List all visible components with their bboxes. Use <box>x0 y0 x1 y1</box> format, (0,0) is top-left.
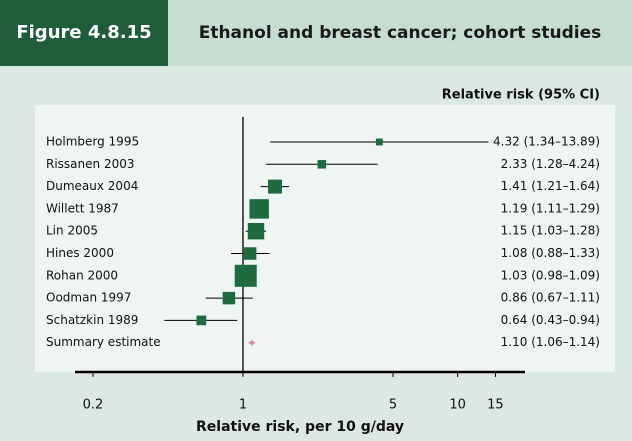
summary-value-label: 1.10 (1.06–1.14) <box>501 335 600 349</box>
study-label: Rohan 2000 <box>46 268 118 282</box>
value-label: 0.64 (0.43–0.94) <box>501 313 600 327</box>
x-tick-label: 0.2 <box>83 398 104 413</box>
value-label: 0.86 (0.67–1.11) <box>501 291 600 305</box>
value-label: 1.15 (1.03–1.28) <box>501 224 600 238</box>
study-label: Dumeaux 2004 <box>46 179 138 193</box>
point-estimate <box>375 138 383 146</box>
value-label: 4.32 (1.34–13.89) <box>493 135 600 149</box>
study-label: Oodman 1997 <box>46 291 131 305</box>
study-label: Hines 2000 <box>46 246 114 260</box>
point-estimate <box>317 160 327 169</box>
point-estimate <box>222 291 236 305</box>
x-axis-label: Relative risk, per 10 g/day <box>196 419 404 435</box>
x-tick-label: 1 <box>239 398 247 413</box>
x-tick-label: 15 <box>487 398 504 413</box>
value-label: 1.03 (0.98–1.09) <box>501 268 600 282</box>
value-label: 1.19 (1.11–1.29) <box>501 201 600 215</box>
point-estimate <box>249 199 269 219</box>
study-label: Holmberg 1995 <box>46 135 139 149</box>
plot-area <box>35 105 615 372</box>
x-tick-label: 10 <box>449 398 466 413</box>
value-label: 1.08 (0.88–1.33) <box>501 246 600 260</box>
figure-label-box <box>0 0 168 66</box>
point-estimate <box>196 315 207 326</box>
value-label: 2.33 (1.28–4.24) <box>501 157 600 171</box>
value-label: 1.41 (1.21–1.64) <box>501 179 600 193</box>
column-header: Relative risk (95% CI) <box>442 88 600 103</box>
study-label: Lin 2005 <box>46 224 98 238</box>
point-estimate <box>243 247 257 260</box>
study-label: Willett 1987 <box>46 201 119 215</box>
figure-label: Figure 4.8.15 <box>16 22 151 43</box>
point-estimate <box>247 222 265 240</box>
x-tick-label: 5 <box>389 398 397 413</box>
point-estimate <box>234 264 257 287</box>
study-label: Schatzkin 1989 <box>46 313 138 327</box>
point-estimate <box>268 179 282 194</box>
study-label: Rissanen 2003 <box>46 157 134 171</box>
summary-diamond <box>248 339 255 346</box>
chart-title: Ethanol and breast cancer; cohort studie… <box>199 23 602 43</box>
summary-label: Summary estimate <box>46 335 161 349</box>
